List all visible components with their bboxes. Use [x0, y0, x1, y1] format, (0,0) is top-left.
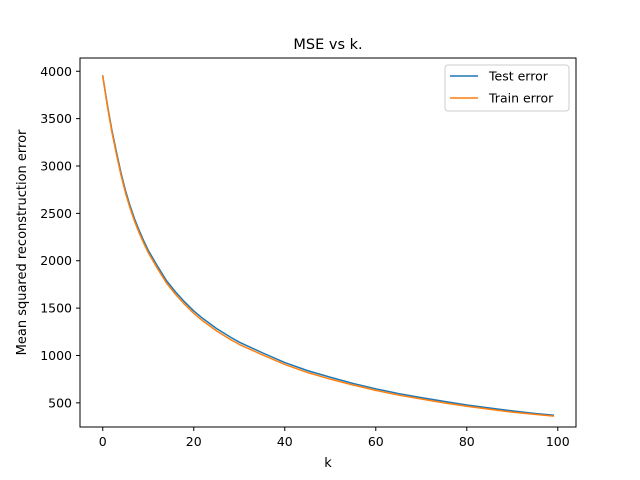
y-tick-label: 2500 [40, 206, 72, 221]
legend-label: Train error [488, 91, 554, 106]
y-tick-label: 2000 [40, 253, 72, 268]
chart-title: MSE vs k. [293, 37, 362, 53]
y-tick-label: 3000 [40, 159, 72, 174]
x-tick-label: 80 [459, 434, 475, 449]
x-tick-label: 100 [546, 434, 570, 449]
x-tick-label: 20 [186, 434, 202, 449]
series-line-train-error [101, 75, 555, 417]
x-tick-label: 60 [368, 434, 384, 449]
series-layer [101, 75, 555, 417]
y-axis: 500 1000 1500 2000 2500 3000 3500 4000 [40, 64, 80, 410]
x-axis: 0 20 40 60 80 100 [99, 427, 570, 449]
y-axis-label: Mean squared reconstruction error [15, 129, 30, 355]
y-tick-label: 4000 [40, 64, 72, 79]
plot-frame [79, 57, 577, 428]
y-tick-label: 3500 [40, 111, 72, 126]
legend: Test error Train error [444, 64, 570, 112]
legend-label: Test error [488, 69, 549, 84]
x-tick-label: 40 [277, 434, 293, 449]
x-axis-label: k [324, 456, 332, 471]
plot-area [80, 58, 576, 427]
y-tick-label: 1500 [40, 301, 72, 316]
x-tick-label: 0 [99, 434, 107, 449]
y-tick-label: 500 [48, 395, 72, 410]
y-tick-label: 1000 [40, 348, 72, 363]
